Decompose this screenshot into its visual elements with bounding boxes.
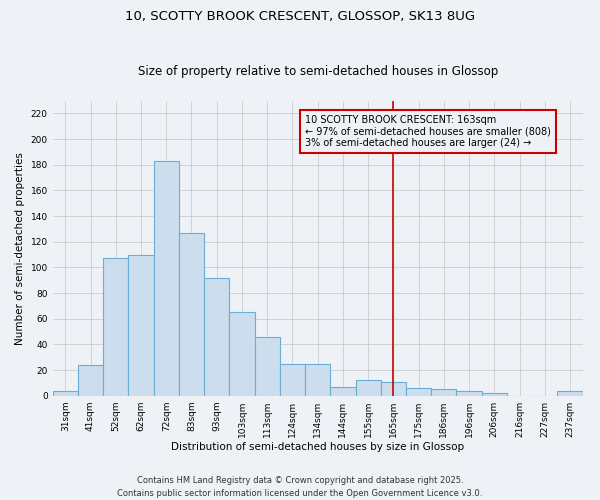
Bar [431, 390, 457, 396]
Bar [457, 390, 482, 396]
Title: Size of property relative to semi-detached houses in Glossop: Size of property relative to semi-detach… [137, 66, 498, 78]
Bar [103, 258, 128, 396]
Bar [557, 390, 583, 396]
Bar [406, 388, 431, 396]
Bar [128, 254, 154, 396]
Bar [53, 390, 78, 396]
Bar [179, 232, 204, 396]
X-axis label: Distribution of semi-detached houses by size in Glossop: Distribution of semi-detached houses by … [171, 442, 464, 452]
Bar [204, 278, 229, 396]
Text: Contains HM Land Registry data © Crown copyright and database right 2025.
Contai: Contains HM Land Registry data © Crown c… [118, 476, 482, 498]
Text: 10, SCOTTY BROOK CRESCENT, GLOSSOP, SK13 8UG: 10, SCOTTY BROOK CRESCENT, GLOSSOP, SK13… [125, 10, 475, 23]
Bar [280, 364, 305, 396]
Bar [331, 386, 356, 396]
Text: 10 SCOTTY BROOK CRESCENT: 163sqm
← 97% of semi-detached houses are smaller (808): 10 SCOTTY BROOK CRESCENT: 163sqm ← 97% o… [305, 114, 551, 148]
Bar [356, 380, 381, 396]
Bar [78, 365, 103, 396]
Bar [229, 312, 254, 396]
Bar [154, 161, 179, 396]
Bar [482, 393, 507, 396]
Y-axis label: Number of semi-detached properties: Number of semi-detached properties [15, 152, 25, 344]
Bar [254, 336, 280, 396]
Bar [305, 364, 331, 396]
Bar [381, 382, 406, 396]
